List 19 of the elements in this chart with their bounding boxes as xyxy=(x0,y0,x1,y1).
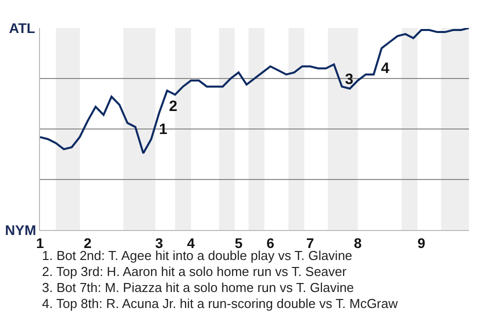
x-tick-label: 5 xyxy=(234,234,243,251)
x-tick-label: 3 xyxy=(155,234,164,251)
x-tick-label: 8 xyxy=(354,234,362,251)
text: 3. Bot 7th: M. Piazza hit a solo home run vs T. Glavine xyxy=(42,280,354,295)
x-tick-label: 7 xyxy=(306,234,314,251)
text: ATL xyxy=(9,20,36,36)
x-tick-label: 9 xyxy=(417,234,426,251)
annotation: 4 xyxy=(381,60,390,77)
text: NYM xyxy=(5,222,36,238)
text: 4. Top 8th: R. Acuna Jr. hit a run-scoring double vs T. McGraw xyxy=(42,296,398,311)
annotation: 2 xyxy=(169,98,178,115)
annotation: 1 xyxy=(159,121,168,138)
x-tick-label: 6 xyxy=(266,234,274,251)
text: 1. Bot 2nd: T. Agee hit into a double play vs T. Glavine xyxy=(42,248,352,263)
x-tick-label: 2 xyxy=(84,234,92,251)
x-tick-label: 4 xyxy=(187,234,196,251)
annotation: 3 xyxy=(345,71,354,88)
x-tick-label: 1 xyxy=(36,234,44,251)
text: 2. Top 3rd: H. Aaron hit a solo home run vs T. Seaver xyxy=(42,264,348,279)
